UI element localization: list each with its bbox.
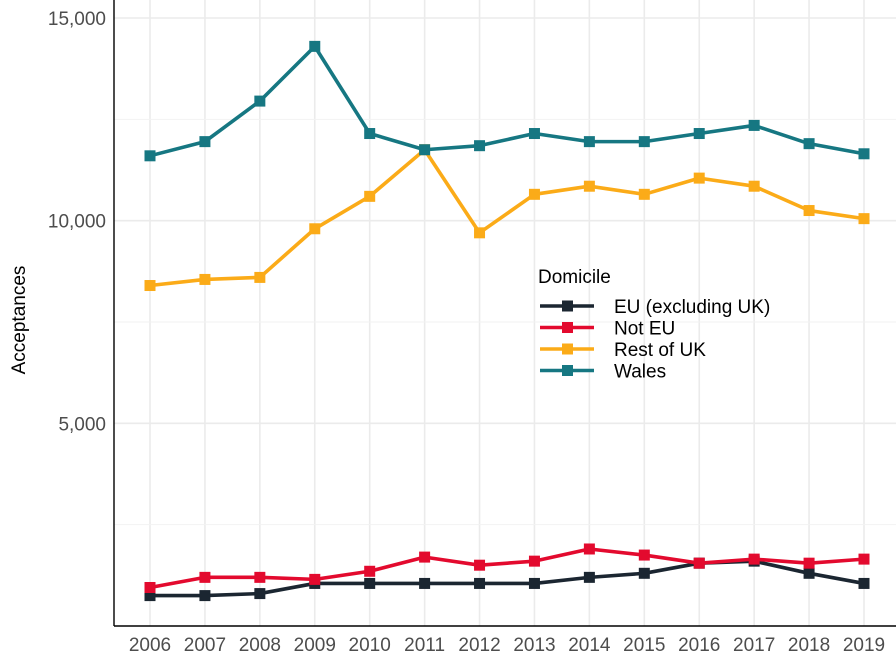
data-point [474,577,486,589]
series-line [149,147,865,288]
x-tick-label: 2006 [129,635,171,656]
data-point [309,40,321,52]
x-tick-label: 2007 [184,635,226,656]
data-point [528,577,540,589]
legend-label: Rest of UK [614,340,706,361]
x-tick-label: 2013 [513,635,555,656]
data-point [748,119,760,131]
legend-swatch-marker [562,343,573,355]
legend-label: Not EU [614,319,675,340]
data-point [638,549,650,561]
axes [113,0,896,627]
series-line [149,44,865,158]
data-point [638,567,650,579]
data-point [858,213,870,225]
data-point [199,136,211,148]
data-point [364,565,376,577]
series-not-eu [144,543,870,593]
data-point [693,557,705,569]
legend-label: Wales [614,362,666,383]
data-point [419,577,431,589]
legend-title: Domicile [538,267,611,288]
data-point [474,227,486,239]
x-tick-label: 2010 [349,635,391,656]
series-layer [144,40,870,602]
data-point [583,571,595,583]
gridlines [114,0,896,626]
data-point [638,136,650,148]
x-tick-label: 2008 [239,635,281,656]
x-tick-label: 2019 [843,635,885,656]
data-point [364,577,376,589]
data-point [693,172,705,184]
legend-item: Not EU [540,319,675,340]
data-point [638,188,650,200]
x-tick-label: 2011 [404,635,445,656]
data-point [803,138,815,150]
x-tick-label: 2012 [458,635,500,656]
data-point [858,553,870,565]
data-point [693,128,705,140]
data-point [583,136,595,148]
x-tick-label: 2016 [678,635,720,656]
data-point [528,188,540,200]
data-point [144,590,156,602]
data-point [803,567,815,579]
x-tick-label: 2009 [294,635,336,656]
x-tick-label: 2017 [733,635,775,656]
data-point [254,588,266,600]
data-point [199,273,211,285]
legend-swatch-marker [562,365,573,376]
data-point [803,557,815,569]
y-tick-label: 5,000 [58,414,106,435]
x-tick-labels: 2006 2007 2008 2009 2010 2011 2012 2013 2014 2015… [129,635,885,656]
data-point [583,543,595,555]
legend-item: EU (excluding UK) [540,297,770,318]
data-point [858,148,870,160]
y-tick-label: 15,000 [48,9,106,30]
data-point [254,271,266,283]
legend-label: EU (excluding UK) [614,297,770,318]
y-axis-title: Acceptances [9,266,30,375]
x-tick-label: 2014 [568,635,611,656]
data-point [528,128,540,140]
y-tick-label: 10,000 [48,212,106,233]
data-point [419,144,431,156]
data-point [199,590,211,602]
data-point [419,551,431,563]
data-point [144,581,156,593]
data-point [858,577,870,589]
x-tick-label: 2018 [788,635,830,656]
data-point [803,205,815,217]
series-rest-of-uk [144,144,870,292]
x-tick-label: 2015 [623,635,665,656]
legend-swatch-marker [562,322,573,333]
series-line [149,547,865,590]
data-point [364,190,376,202]
data-point [528,555,540,567]
data-point [254,95,266,107]
data-point [748,553,760,565]
data-point [474,140,486,152]
data-point [254,571,266,583]
legend-swatch-marker [562,300,573,312]
data-point [583,180,595,192]
data-point [144,280,156,292]
data-point [199,571,211,583]
data-point [144,150,156,162]
y-tick-labels: 5,000 10,000 15,000 [48,9,106,435]
data-point [364,128,376,140]
data-point [309,223,321,235]
series-wales [144,40,870,162]
data-point [748,180,760,192]
data-point [309,573,321,585]
legend-item: Rest of UK [540,340,706,361]
data-point [474,559,486,571]
legend-item: Wales [540,362,666,383]
